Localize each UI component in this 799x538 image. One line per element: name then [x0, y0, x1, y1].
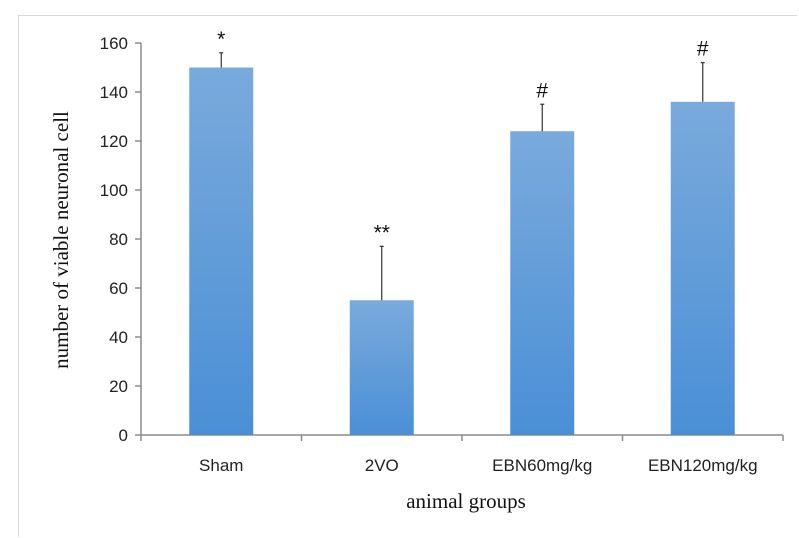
significance-marker: # [697, 38, 709, 61]
bar-2vo [349, 300, 414, 435]
bar-ebn60mg-kg [510, 131, 575, 435]
y-tick-label: 20 [109, 377, 128, 396]
bars [189, 67, 735, 436]
y-tick-label: 120 [100, 132, 128, 151]
significance-markers: ***## [217, 28, 709, 245]
bar-sham [189, 67, 254, 435]
y-ticks: 0 20 40 60 80 100 120 140 160 [100, 34, 141, 445]
y-tick-label: 60 [109, 279, 128, 298]
y-tick-label: 100 [100, 181, 128, 200]
significance-marker: # [536, 79, 548, 102]
y-tick-label: 0 [119, 426, 128, 445]
chart-frame [18, 15, 797, 537]
significance-marker: ** [374, 221, 390, 244]
y-axis-title: number of viable neuronal cell [49, 111, 73, 369]
bar-ebn120mg-kg [670, 101, 735, 436]
y-tick-label: 40 [109, 328, 128, 347]
x-axis-title: animal groups [406, 489, 526, 513]
y-tick-label: 80 [109, 230, 128, 249]
category-label: EBN120mg/kg [648, 456, 758, 475]
error-bars [219, 52, 705, 301]
significance-marker: * [217, 28, 225, 51]
x-ticks [140, 435, 784, 441]
y-tick-label: 160 [100, 34, 128, 53]
category-labels: Sham 2VO EBN60mg/kg EBN120mg/kg [199, 456, 758, 475]
category-label: EBN60mg/kg [492, 456, 592, 475]
category-label: Sham [199, 456, 243, 475]
category-label: 2VO [365, 456, 399, 475]
y-tick-label: 140 [100, 83, 128, 102]
